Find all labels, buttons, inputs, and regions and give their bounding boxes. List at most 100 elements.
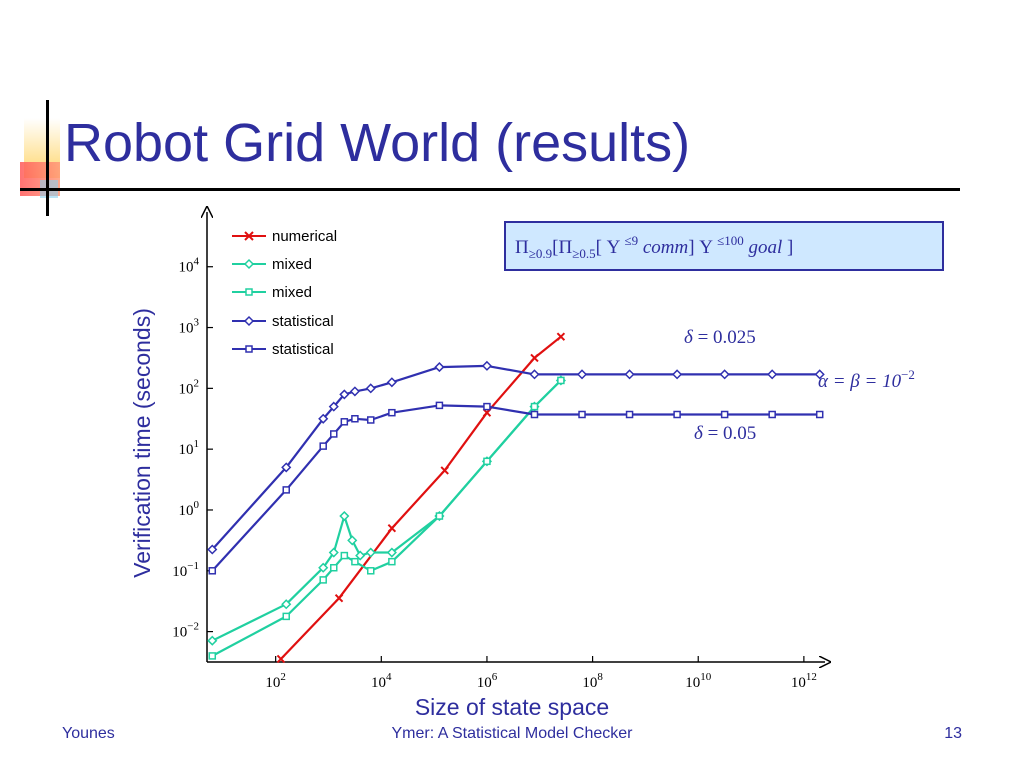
data-point bbox=[815, 410, 824, 419]
footer-page-number: 13 bbox=[944, 725, 962, 742]
y-tick-label: 10−2 bbox=[172, 621, 199, 641]
annotation-delta-005: δ = 0.05 bbox=[694, 423, 756, 444]
data-point bbox=[339, 389, 350, 400]
data-point bbox=[334, 593, 344, 603]
series-line bbox=[280, 335, 562, 660]
legend-label-numerical: numerical bbox=[272, 228, 337, 245]
data-point bbox=[208, 652, 217, 660]
data-point bbox=[624, 369, 635, 380]
series-layer bbox=[207, 332, 825, 664]
data-point bbox=[339, 510, 350, 522]
series-statistical-diamond bbox=[207, 360, 825, 555]
y-tick-label: 101 bbox=[179, 438, 200, 458]
data-point bbox=[557, 376, 565, 385]
data-point bbox=[365, 383, 376, 394]
data-point bbox=[768, 410, 776, 419]
data-point bbox=[481, 360, 493, 371]
data-point bbox=[530, 402, 539, 411]
data-point bbox=[328, 547, 339, 558]
formula-box: Π≥0.9[Π≥0.5[ Y ≤9 comm] Y ≤100 goal ] bbox=[504, 221, 944, 271]
data-point bbox=[208, 567, 217, 575]
data-point bbox=[207, 635, 218, 646]
data-point bbox=[530, 410, 539, 419]
footer-author: Younes bbox=[62, 725, 115, 742]
y-tick-label: 10−1 bbox=[172, 560, 199, 580]
y-tick-label: 103 bbox=[179, 317, 200, 337]
x-tick-label: 104 bbox=[371, 671, 392, 691]
data-point bbox=[388, 408, 396, 417]
legend-label-statistical-diamond: statistical bbox=[272, 313, 334, 330]
legend-item-statistical-square: statistical bbox=[232, 341, 334, 358]
data-point bbox=[720, 410, 729, 419]
legend-item-numerical: numerical bbox=[232, 228, 337, 245]
data-point bbox=[319, 442, 327, 450]
y-axis-title: Verification time (seconds) bbox=[129, 308, 155, 578]
legend-label-statistical-square: statistical bbox=[272, 341, 334, 358]
data-point bbox=[282, 612, 290, 621]
data-point bbox=[318, 413, 329, 424]
data-point bbox=[281, 599, 292, 610]
data-point bbox=[330, 563, 338, 572]
legend-item-mixed-diamond: mixed bbox=[232, 256, 312, 273]
data-point bbox=[719, 369, 730, 380]
legend-item-mixed-square: mixed bbox=[232, 284, 312, 301]
data-point bbox=[434, 362, 445, 373]
x-tick-label: 108 bbox=[582, 671, 603, 691]
legend: numerical mixed mixed statistical statis… bbox=[232, 228, 337, 358]
data-point bbox=[207, 544, 218, 555]
data-point bbox=[328, 401, 339, 412]
data-point bbox=[349, 386, 360, 397]
x-tick-label: 102 bbox=[265, 671, 286, 691]
data-point bbox=[576, 369, 588, 380]
data-point bbox=[282, 486, 290, 494]
legend-item-statistical-diamond: statistical bbox=[232, 313, 334, 330]
data-point bbox=[483, 402, 491, 411]
legend-label-mixed-square: mixed bbox=[272, 284, 312, 301]
data-point bbox=[673, 410, 681, 419]
data-point bbox=[366, 567, 375, 575]
footer-title: Ymer: A Statistical Model Checker bbox=[391, 725, 633, 742]
data-point bbox=[556, 332, 566, 341]
data-point bbox=[388, 557, 396, 566]
data-point bbox=[366, 416, 375, 424]
data-point bbox=[351, 557, 359, 566]
data-point bbox=[530, 353, 539, 363]
data-point bbox=[340, 551, 349, 560]
x-tick-label: 106 bbox=[477, 671, 498, 691]
y-tick-label: 104 bbox=[179, 256, 200, 276]
data-point bbox=[814, 369, 825, 380]
data-point bbox=[483, 457, 491, 466]
axis-ticks: 102 104 106 108 1010 1012 10−2 10−1 100 101 102 103… bbox=[172, 256, 817, 691]
data-point bbox=[276, 654, 286, 664]
data-point bbox=[386, 547, 397, 558]
annotation-delta-0025: δ = 0.025 bbox=[684, 327, 756, 348]
x-axis-title: Size of state space bbox=[415, 694, 609, 720]
title-underline bbox=[20, 188, 960, 191]
annotation-alpha-beta: α = β = 10−2 bbox=[818, 367, 915, 392]
x-tick-label: 1012 bbox=[791, 671, 817, 691]
series-mixed-square bbox=[208, 376, 565, 660]
data-point bbox=[319, 576, 327, 584]
data-point bbox=[318, 562, 329, 573]
data-point bbox=[386, 377, 397, 388]
data-point bbox=[355, 550, 366, 561]
data-point bbox=[340, 418, 349, 426]
series-numerical-x bbox=[276, 332, 566, 664]
data-point bbox=[767, 369, 778, 380]
series-statistical-square bbox=[208, 401, 824, 575]
series-line bbox=[211, 379, 562, 657]
x-tick-label: 1010 bbox=[685, 671, 712, 691]
data-point bbox=[347, 535, 358, 546]
title-accent-vertical-line bbox=[46, 100, 49, 216]
data-point bbox=[440, 466, 449, 475]
data-point bbox=[529, 369, 540, 380]
data-point bbox=[578, 410, 586, 419]
data-point bbox=[672, 369, 683, 380]
series-line bbox=[211, 364, 820, 551]
series-line bbox=[211, 379, 562, 642]
data-point bbox=[281, 462, 292, 473]
data-point bbox=[435, 512, 444, 520]
series-mixed-diamond bbox=[207, 375, 566, 646]
data-point bbox=[435, 401, 444, 410]
